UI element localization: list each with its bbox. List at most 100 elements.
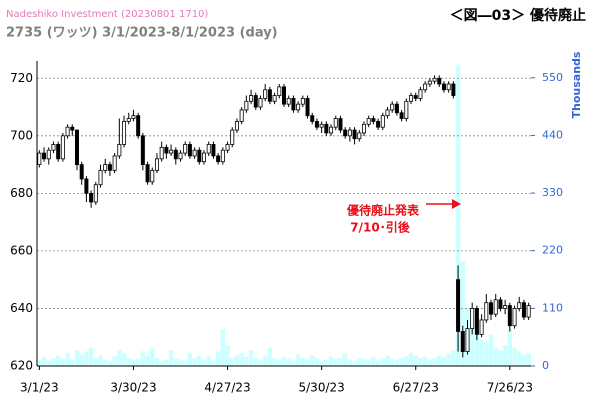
volume-bar xyxy=(267,347,273,366)
volume-bar xyxy=(98,355,103,366)
candle-body xyxy=(507,305,512,327)
candle-body xyxy=(159,146,164,160)
volume-bar xyxy=(230,358,235,366)
volume-bar xyxy=(173,358,178,366)
volume-bar xyxy=(248,350,254,366)
candle-body xyxy=(136,115,141,137)
volume-bar xyxy=(408,352,414,366)
volume-bar xyxy=(324,359,329,366)
volume-bar xyxy=(154,358,160,366)
y-tick-label: 700 xyxy=(10,128,33,142)
volume-bar xyxy=(319,360,324,366)
x-tick-label: 4/27/23 xyxy=(204,381,250,395)
candle-body xyxy=(366,118,371,125)
volume-bar xyxy=(225,345,230,366)
candle-body xyxy=(432,77,437,82)
volume-bar xyxy=(451,350,456,366)
candle-body xyxy=(489,302,494,315)
candle-body xyxy=(183,144,188,154)
volume-bar xyxy=(159,360,164,366)
candle-body xyxy=(380,115,385,128)
volume-bar xyxy=(390,358,395,366)
x-tick-label: 3/1/23 xyxy=(20,381,59,395)
volume-bar xyxy=(295,354,301,366)
volume-bar xyxy=(88,347,94,366)
candle-body xyxy=(394,103,399,114)
annotation: 7/10･引後 xyxy=(350,220,410,235)
volume-bar xyxy=(460,261,465,366)
volume-bar xyxy=(512,347,517,366)
candle-body xyxy=(145,164,150,183)
candle-body xyxy=(526,305,531,318)
candle-body xyxy=(512,308,517,327)
annotation-arrowhead xyxy=(452,199,461,209)
candle-body xyxy=(65,126,70,137)
volume-bar xyxy=(272,358,277,366)
candle-body xyxy=(187,144,192,157)
candle-body xyxy=(103,164,108,171)
candle-body xyxy=(281,86,286,105)
volume-bar xyxy=(74,350,80,366)
candle-body xyxy=(37,152,42,165)
candle-body xyxy=(169,149,174,154)
volume-bar xyxy=(385,355,390,366)
candle-body xyxy=(371,118,376,122)
volume-bar xyxy=(183,360,188,366)
volume-bar xyxy=(145,355,150,366)
x-tick-label: 5/30/23 xyxy=(299,381,345,395)
candle-body xyxy=(70,126,75,131)
candle-body xyxy=(112,155,117,171)
candle-body xyxy=(314,121,319,128)
candle-body xyxy=(46,149,51,160)
candle-body xyxy=(493,299,498,315)
candle-body xyxy=(470,308,475,329)
candle-body xyxy=(446,83,451,91)
volume-bar xyxy=(262,355,268,366)
volume-bar xyxy=(455,64,461,366)
candle-body xyxy=(60,135,65,160)
candle-body xyxy=(484,302,489,321)
candle-body xyxy=(51,144,56,151)
volume-bar xyxy=(253,358,258,366)
annotation: 優待廃止発表 xyxy=(346,203,420,218)
candle-body xyxy=(333,118,338,128)
candle-body xyxy=(197,149,202,163)
volume-bar xyxy=(244,356,249,366)
volume-bar xyxy=(168,350,174,366)
candle-body xyxy=(324,123,329,134)
y2-axis-label: Thousands xyxy=(570,51,583,118)
volume-bar xyxy=(201,359,207,366)
volume-bar xyxy=(178,359,183,366)
volume-bar xyxy=(84,351,89,366)
volume-bar xyxy=(399,358,404,366)
volume-bar xyxy=(484,342,489,366)
candle-body xyxy=(300,98,305,105)
x-tick-label: 6/27/23 xyxy=(393,381,439,395)
candle-body xyxy=(89,192,94,203)
candle-body xyxy=(357,132,362,140)
y2-tick-label: 440 xyxy=(542,128,563,141)
volume-bar xyxy=(211,360,216,366)
volume-bar xyxy=(347,359,353,366)
candle-body xyxy=(451,83,456,96)
volume-bar xyxy=(502,345,508,366)
candle-body xyxy=(225,144,230,151)
volume-bar xyxy=(328,356,334,366)
volume-bar xyxy=(103,359,108,366)
x-tick-label: 3/30/23 xyxy=(110,381,156,395)
candle-body xyxy=(206,144,211,154)
volume-bar xyxy=(310,355,315,366)
volume-bar xyxy=(234,355,240,366)
volume-bar xyxy=(164,359,169,366)
x-tick-label: 7/26/23 xyxy=(487,381,533,395)
candle-body xyxy=(267,89,272,102)
volume-bar xyxy=(41,356,47,366)
volume-bar xyxy=(521,354,527,366)
volume-bar xyxy=(150,347,155,366)
volume-bar xyxy=(422,356,428,366)
volume-bar xyxy=(380,358,385,366)
volume-bar xyxy=(197,355,202,366)
candle-body xyxy=(117,144,122,157)
candle-body xyxy=(329,126,334,134)
candle-body xyxy=(305,98,310,117)
